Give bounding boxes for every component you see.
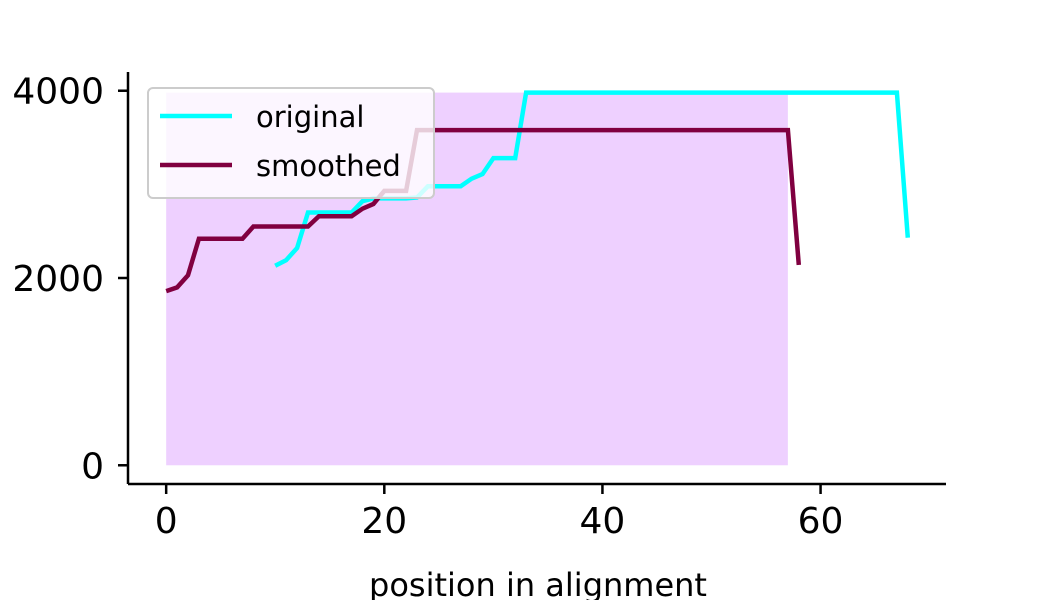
- legend-label-original: original: [256, 100, 364, 134]
- legend: original smoothed: [147, 87, 435, 199]
- y-tick-label: 4000: [12, 72, 104, 113]
- legend-label-smoothed: smoothed: [256, 149, 401, 183]
- y-tick-label: 0: [81, 446, 104, 487]
- x-tick-label: 20: [361, 501, 407, 542]
- y-tick-label: 2000: [12, 259, 104, 300]
- x-tick-label: 0: [155, 501, 178, 542]
- x-tick-label: 60: [798, 501, 844, 542]
- tick-layer: 0 20 40 60 0 2000 4000: [12, 72, 843, 542]
- x-tick-label: 40: [580, 501, 626, 542]
- x-axis-title: position in alignment: [369, 566, 707, 600]
